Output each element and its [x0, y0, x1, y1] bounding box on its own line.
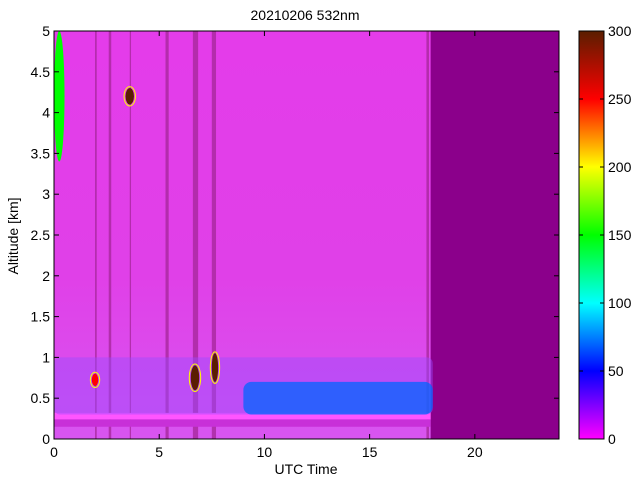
feature-6	[91, 373, 99, 386]
feature-4-edge	[188, 363, 202, 393]
surface-shadow	[54, 419, 431, 427]
feature-1	[243, 381, 433, 415]
feature-3	[125, 88, 134, 105]
plot-area	[53, 30, 560, 440]
colorbar-tick-label: 0	[608, 431, 616, 447]
x-axis-label: UTC Time	[275, 461, 338, 477]
x-tick-label: 20	[467, 444, 483, 460]
y-tick-label: 1.5	[31, 309, 51, 325]
x-tick-label: 15	[362, 444, 378, 460]
feature-5	[211, 353, 219, 382]
colorbar-tick-label: 250	[608, 91, 632, 107]
data-region	[54, 31, 431, 439]
gap-stripe-6	[426, 31, 429, 439]
gap-stripe-5	[211, 31, 217, 439]
gap-stripe-3	[165, 31, 169, 439]
colorbar-tick-label: 100	[608, 295, 632, 311]
y-tick-label: 2	[42, 268, 50, 284]
colorbar-tick-label: 150	[608, 227, 632, 243]
y-tick-label: 3	[42, 186, 50, 202]
feature-6-edge	[89, 371, 101, 388]
gap-stripe-0	[95, 31, 97, 439]
gap-stripe-4	[192, 31, 199, 439]
y-tick-label: 0.5	[31, 390, 51, 406]
y-tick-label: 0	[42, 431, 50, 447]
gap-stripe-2	[129, 31, 132, 439]
feature-3-edge	[123, 86, 136, 107]
y-axis: 0 0.5 1 1.5 2 2.5 3 3.5 4 4.5 5	[31, 23, 559, 447]
x-tick-label: 10	[257, 444, 273, 460]
x-tick-label: 0	[50, 444, 58, 460]
x-tick-label: 5	[155, 444, 163, 460]
colorbar-tick-label: 200	[608, 159, 632, 175]
gap-stripe-1	[108, 31, 112, 439]
colorbar: 0 50 100 150 200 250 300	[578, 23, 632, 447]
y-tick-label: 1	[42, 349, 50, 365]
y-tick-label: 4.5	[31, 64, 51, 80]
y-tick-label: 4	[42, 105, 50, 121]
feature-4	[190, 365, 200, 391]
y-tick-label: 3.5	[31, 145, 51, 161]
y-axis-label: Altitude [km]	[5, 197, 21, 274]
feature-2	[54, 31, 65, 162]
feature-5-edge	[209, 351, 221, 384]
y-tick-label: 5	[42, 23, 50, 39]
x-axis: 0 5 10 15 20	[50, 31, 483, 460]
colorbar-tick-label: 50	[608, 363, 624, 379]
surface-band	[54, 412, 431, 420]
chart-title: 20210206 532nm	[251, 7, 360, 23]
colorbar-tick-label: 300	[608, 23, 632, 39]
y-tick-label: 2.5	[31, 227, 51, 243]
